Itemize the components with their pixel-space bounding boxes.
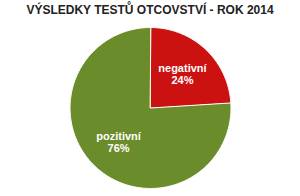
svg-text:pozitivní76%: pozitivní76% — [96, 130, 142, 154]
html-text:VÝSLEDKY TESTŮ OTCOVSTVÍ - ROK: VÝSLEDKY TESTŮ OTCOVSTVÍ - ROK 2014 — [26, 3, 274, 17]
svg-text:negativní24%: negativní24% — [158, 62, 207, 86]
